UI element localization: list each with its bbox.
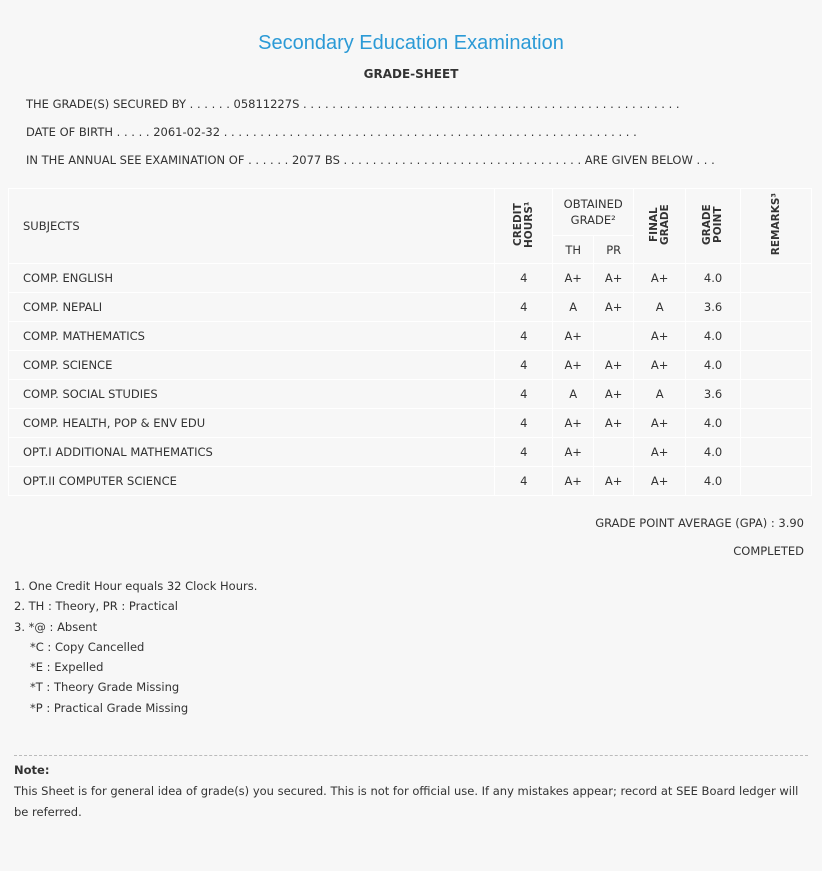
table-row: COMP. MATHEMATICS 4 A+ A+ 4.0 xyxy=(7,321,812,351)
table-row: COMP. HEALTH, POP & ENV EDU 4 A+ A+ A+ 4.0 xyxy=(7,408,812,438)
cell-credit: 4 xyxy=(494,321,554,351)
cell-subject: COMP. SCIENCE xyxy=(7,350,496,380)
cell-subject: OPT.II COMPUTER SCIENCE xyxy=(7,466,496,496)
legend-item: *E : Expelled xyxy=(30,660,104,675)
cell-pr: A+ xyxy=(593,292,635,322)
cell-gp: 4.0 xyxy=(685,437,742,467)
legend-item: 1. One Credit Hour equals 32 Clock Hours… xyxy=(14,579,258,593)
gpa: GRADE POINT AVERAGE (GPA) : 3.90 xyxy=(595,516,804,530)
cell-final: A+ xyxy=(633,321,687,351)
cell-final: A+ xyxy=(633,437,687,467)
cell-subject: OPT.I ADDITIONAL MATHEMATICS xyxy=(7,437,496,467)
cell-pr: A+ xyxy=(593,466,635,496)
cell-pr: A+ xyxy=(593,408,635,438)
legend-item: *T : Theory Grade Missing xyxy=(30,680,180,695)
grades-table: SUBJECTS CREDIT HOURS¹ OBTAINED GRADE² F… xyxy=(7,188,812,496)
cell-th: A+ xyxy=(552,321,595,351)
cell-gp: 4.0 xyxy=(685,321,742,351)
cell-th: A+ xyxy=(552,350,595,380)
note: Note: This Sheet is for general idea of … xyxy=(14,760,804,823)
cell-th: A+ xyxy=(552,263,595,293)
cell-pr: A+ xyxy=(593,263,635,293)
table-row: COMP. ENGLISH 4 A+ A+ A+ 4.0 xyxy=(7,263,812,293)
cell-pr: A+ xyxy=(593,379,635,409)
cell-credit: 4 xyxy=(494,379,554,409)
legend: 1. One Credit Hour equals 32 Clock Hours… xyxy=(14,576,257,718)
header-final-grade: FINAL GRADE xyxy=(633,188,687,264)
legend-item: *C : Copy Cancelled xyxy=(30,639,145,654)
header-obtained-grade: OBTAINED GRADE² xyxy=(552,188,635,236)
page-title: Secondary Education Examination xyxy=(258,32,564,54)
cell-remarks xyxy=(740,379,812,409)
cell-final: A xyxy=(633,379,687,409)
cell-credit: 4 xyxy=(494,350,554,380)
cell-final: A+ xyxy=(633,263,687,293)
page-subtitle: GRADE-SHEET xyxy=(363,67,459,81)
cell-subject: COMP. NEPALI xyxy=(7,292,496,322)
table-row: OPT.I ADDITIONAL MATHEMATICS 4 A+ A+ 4.0 xyxy=(7,437,812,467)
cell-th: A xyxy=(552,292,595,322)
cell-pr xyxy=(593,437,635,467)
note-label: Note: xyxy=(14,763,50,777)
cell-gp: 3.6 xyxy=(685,292,742,322)
secured-by-line: THE GRADE(S) SECURED BY . . . . . . 0581… xyxy=(26,97,680,111)
cell-gp: 4.0 xyxy=(685,408,742,438)
cell-remarks xyxy=(740,292,812,322)
header-th: TH xyxy=(552,235,595,264)
note-text: This Sheet is for general idea of grade(… xyxy=(14,784,799,819)
cell-credit: 4 xyxy=(494,263,554,293)
cell-gp: 4.0 xyxy=(685,263,742,293)
cell-pr: A+ xyxy=(593,350,635,380)
cell-remarks xyxy=(740,466,812,496)
cell-th: A xyxy=(552,379,595,409)
table-row: COMP. SCIENCE 4 A+ A+ A+ 4.0 xyxy=(7,350,812,380)
legend-item: *P : Practical Grade Missing xyxy=(30,700,189,715)
header-credit-hours: CREDIT HOURS¹ xyxy=(494,188,554,264)
cell-credit: 4 xyxy=(494,292,554,322)
cell-gp: 3.6 xyxy=(685,379,742,409)
cell-final: A+ xyxy=(633,350,687,380)
cell-gp: 4.0 xyxy=(685,350,742,380)
cell-gp: 4.0 xyxy=(685,466,742,496)
cell-th: A+ xyxy=(552,437,595,467)
divider xyxy=(14,755,808,756)
legend-item: 2. TH : Theory, PR : Practical xyxy=(14,599,178,614)
dob-line: DATE OF BIRTH . . . . . 2061-02-32 . . .… xyxy=(26,125,637,139)
cell-credit: 4 xyxy=(494,437,554,467)
cell-credit: 4 xyxy=(494,408,554,438)
cell-th: A+ xyxy=(552,466,595,496)
cell-remarks xyxy=(740,263,812,293)
cell-final: A xyxy=(633,292,687,322)
cell-subject: COMP. HEALTH, POP & ENV EDU xyxy=(7,408,496,438)
cell-remarks xyxy=(740,408,812,438)
cell-pr xyxy=(593,321,635,351)
cell-remarks xyxy=(740,437,812,467)
cell-final: A+ xyxy=(633,466,687,496)
header-grade-point: GRADE POINT xyxy=(685,188,742,264)
cell-final: A+ xyxy=(633,408,687,438)
cell-th: A+ xyxy=(552,408,595,438)
table-row: COMP. NEPALI 4 A A+ A 3.6 xyxy=(7,292,812,322)
cell-credit: 4 xyxy=(494,466,554,496)
cell-remarks xyxy=(740,350,812,380)
header-subjects: SUBJECTS xyxy=(7,188,496,264)
header-remarks: REMARKS³ xyxy=(740,188,812,264)
cell-subject: COMP. MATHEMATICS xyxy=(7,321,496,351)
table-row: OPT.II COMPUTER SCIENCE 4 A+ A+ A+ 4.0 xyxy=(7,466,812,496)
cell-remarks xyxy=(740,321,812,351)
status: COMPLETED xyxy=(733,544,804,558)
cell-subject: COMP. ENGLISH xyxy=(7,263,496,293)
legend-item: 3. *@ : Absent xyxy=(14,619,98,634)
exam-line: IN THE ANNUAL SEE EXAMINATION OF . . . .… xyxy=(26,153,715,167)
header-pr: PR xyxy=(593,235,635,264)
cell-subject: COMP. SOCIAL STUDIES xyxy=(7,379,496,409)
table-row: COMP. SOCIAL STUDIES 4 A A+ A 3.6 xyxy=(7,379,812,409)
